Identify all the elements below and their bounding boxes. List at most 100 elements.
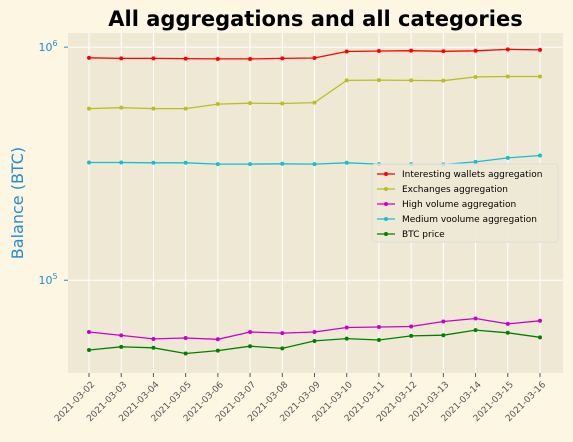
data-point	[538, 153, 542, 158]
data-point	[376, 48, 381, 53]
data-point	[151, 336, 156, 341]
data-point	[183, 56, 188, 61]
x-axis: 2021-03-022021-03-032021-03-042021-03-05…	[53, 373, 548, 424]
data-point	[538, 318, 542, 323]
data-point	[312, 56, 317, 61]
data-point	[280, 161, 285, 166]
y-axis: 105 106	[38, 39, 68, 287]
data-point	[183, 106, 188, 111]
data-point	[87, 329, 91, 334]
data-point	[505, 74, 510, 79]
data-point	[473, 74, 478, 79]
data-point	[312, 100, 317, 105]
legend: Interesting wallets aggregation Exchanges…	[371, 163, 559, 243]
legend-box	[371, 163, 559, 243]
data-point	[538, 47, 542, 52]
y-tick-label: 106	[38, 39, 57, 54]
series-btc-price	[87, 328, 542, 356]
data-point	[151, 345, 156, 350]
data-point	[248, 56, 253, 61]
data-point	[505, 321, 510, 326]
series-exchanges-aggregation	[87, 74, 542, 111]
data-point	[87, 106, 91, 111]
data-point	[441, 49, 446, 54]
data-point	[119, 56, 124, 61]
data-point	[280, 331, 285, 336]
data-point	[409, 324, 414, 329]
data-point	[248, 344, 253, 349]
legend-item: BTC price	[377, 230, 445, 240]
data-point	[119, 160, 124, 165]
data-point	[280, 56, 285, 61]
data-point	[215, 348, 220, 353]
legend-item: Medium voolume aggregation	[377, 215, 537, 225]
data-point	[119, 344, 124, 349]
series-layer	[87, 47, 542, 356]
data-point	[183, 160, 188, 165]
legend-item: Exchanges aggregation	[377, 185, 508, 195]
data-point	[376, 325, 381, 330]
data-point	[441, 78, 446, 83]
data-point	[376, 78, 381, 83]
data-point	[151, 160, 156, 165]
data-point	[473, 159, 478, 164]
legend-item: High volume aggregation	[377, 200, 516, 210]
legend-marker	[384, 172, 388, 176]
data-point	[312, 338, 317, 343]
data-point	[344, 325, 349, 330]
data-point	[119, 333, 124, 338]
legend-label: BTC price	[402, 230, 445, 240]
data-point	[473, 328, 478, 333]
data-point	[344, 336, 349, 341]
legend-marker	[384, 187, 388, 191]
data-point	[248, 162, 253, 167]
data-point	[409, 78, 414, 83]
data-point	[151, 56, 156, 61]
data-point	[215, 102, 220, 107]
data-point	[505, 155, 510, 160]
data-point	[183, 351, 188, 356]
legend-item: Interesting wallets aggregation	[377, 170, 542, 180]
data-point	[473, 48, 478, 53]
data-point	[248, 101, 253, 106]
data-point	[441, 319, 446, 324]
data-point	[248, 329, 253, 334]
data-point	[376, 338, 381, 343]
series-interesting-wallets-aggregation	[87, 47, 542, 61]
data-point	[87, 55, 91, 60]
data-point	[183, 336, 188, 341]
data-point	[538, 335, 542, 340]
data-point	[119, 105, 124, 110]
legend-label: Interesting wallets aggregation	[402, 170, 542, 180]
data-point	[280, 101, 285, 106]
y-tick-label: 105	[38, 272, 57, 287]
data-point	[505, 47, 510, 52]
series-high-volume-aggregation	[87, 316, 542, 342]
data-point	[344, 160, 349, 165]
legend-label: Exchanges aggregation	[402, 185, 508, 195]
data-point	[87, 348, 91, 353]
data-point	[312, 162, 317, 167]
data-point	[538, 74, 542, 79]
data-point	[151, 106, 156, 111]
data-point	[312, 329, 317, 334]
data-point	[505, 330, 510, 335]
legend-marker	[384, 232, 388, 236]
legend-label: High volume aggregation	[402, 200, 516, 210]
legend-label: Medium voolume aggregation	[402, 215, 537, 225]
data-point	[344, 49, 349, 54]
data-point	[409, 48, 414, 53]
series-medium-voolume-aggregation	[87, 153, 542, 167]
legend-marker	[384, 202, 388, 206]
data-point	[409, 333, 414, 338]
y-axis-label: Balance (BTC)	[8, 147, 27, 259]
chart-title: All aggregations and all categories	[108, 7, 522, 31]
data-point	[215, 162, 220, 167]
data-point	[441, 333, 446, 338]
data-point	[344, 78, 349, 83]
legend-marker	[384, 217, 388, 221]
data-point	[87, 160, 91, 165]
data-point	[280, 346, 285, 351]
